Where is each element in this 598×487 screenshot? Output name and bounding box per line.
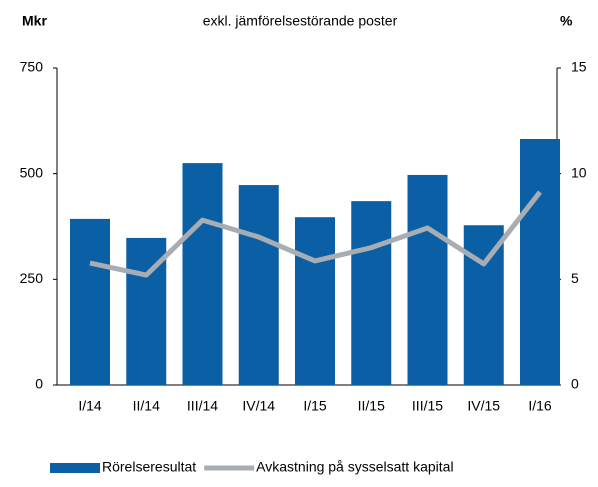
x-tick-label: IV/15 bbox=[467, 398, 500, 414]
bar bbox=[295, 217, 335, 385]
y2-tick-label: 5 bbox=[571, 270, 579, 286]
legend-swatch bbox=[50, 463, 100, 473]
y2-axis-label: % bbox=[560, 13, 573, 29]
y2-tick-label: 0 bbox=[571, 376, 579, 392]
x-tick-label: IV/14 bbox=[242, 398, 275, 414]
bar bbox=[520, 139, 560, 385]
x-tick-label: I/15 bbox=[303, 398, 327, 414]
y2-tick-label: 15 bbox=[571, 59, 587, 75]
bar bbox=[351, 201, 392, 385]
bar bbox=[70, 218, 110, 385]
x-tick-label: III/15 bbox=[412, 398, 443, 414]
bar bbox=[238, 185, 279, 385]
x-tick-label: II/14 bbox=[133, 398, 160, 414]
y-tick-label: 500 bbox=[20, 164, 44, 180]
chart-title: exkl. jämförelsestörande poster bbox=[203, 13, 398, 29]
x-tick-label: III/14 bbox=[187, 398, 218, 414]
line bbox=[89, 190, 542, 278]
y-tick-label: 250 bbox=[20, 270, 44, 286]
x-tick-label: II/15 bbox=[358, 398, 385, 414]
y-axis-label: Mkr bbox=[22, 13, 47, 29]
x-tick-label: I/14 bbox=[78, 398, 102, 414]
y-tick-label: 750 bbox=[20, 59, 44, 75]
x-tick-label: I/16 bbox=[528, 398, 552, 414]
bar bbox=[182, 163, 223, 385]
bar bbox=[463, 225, 504, 385]
legend-label: Avkastning på sysselsatt kapital bbox=[256, 459, 453, 475]
bar bbox=[407, 174, 448, 385]
legend-label: Rörelseresultat bbox=[102, 459, 196, 475]
y2-tick-label: 10 bbox=[571, 164, 587, 180]
y-tick-label: 0 bbox=[35, 376, 43, 392]
